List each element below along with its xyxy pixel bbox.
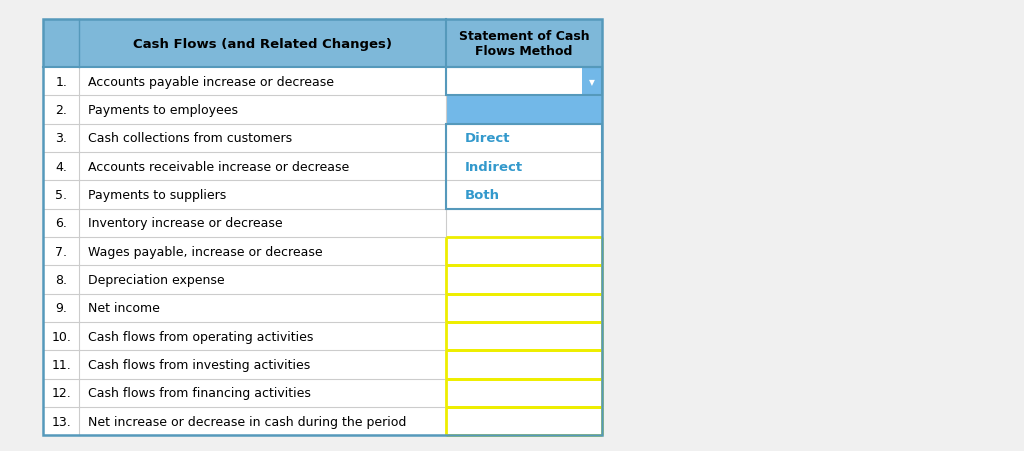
Text: Cash flows from financing activities: Cash flows from financing activities xyxy=(87,387,310,399)
Bar xyxy=(43,124,602,153)
Bar xyxy=(445,294,602,322)
Text: Net increase or decrease in cash during the period: Net increase or decrease in cash during … xyxy=(87,414,406,428)
Text: 9.: 9. xyxy=(55,302,68,315)
Text: Depreciation expense: Depreciation expense xyxy=(87,273,224,286)
Text: Indirect: Indirect xyxy=(464,161,522,173)
Bar xyxy=(445,238,602,266)
Text: Payments to suppliers: Payments to suppliers xyxy=(87,189,225,202)
Text: 12.: 12. xyxy=(51,387,71,399)
Text: 8.: 8. xyxy=(55,273,68,286)
Text: 10.: 10. xyxy=(51,330,71,343)
Bar xyxy=(445,209,602,238)
Bar xyxy=(43,407,602,435)
Bar xyxy=(43,350,602,379)
Bar xyxy=(445,153,602,181)
Bar xyxy=(43,238,602,266)
Text: Accounts receivable increase or decrease: Accounts receivable increase or decrease xyxy=(87,161,349,173)
Bar xyxy=(43,209,602,238)
Bar xyxy=(445,124,602,153)
Text: 1.: 1. xyxy=(55,76,68,88)
Text: 13.: 13. xyxy=(51,414,71,428)
Text: Cash flows from investing activities: Cash flows from investing activities xyxy=(87,358,310,371)
Text: 3.: 3. xyxy=(55,132,68,145)
Bar xyxy=(582,68,602,96)
Bar xyxy=(445,322,602,350)
Bar xyxy=(43,322,602,350)
Bar xyxy=(43,181,602,209)
Bar xyxy=(43,20,602,435)
Bar xyxy=(445,407,602,435)
Bar xyxy=(445,266,602,294)
Text: Cash Flows (and Related Changes): Cash Flows (and Related Changes) xyxy=(133,38,392,51)
Bar xyxy=(43,96,602,124)
Text: Wages payable, increase or decrease: Wages payable, increase or decrease xyxy=(87,245,323,258)
Bar xyxy=(445,350,602,379)
Bar xyxy=(445,96,602,124)
Text: Cash flows from operating activities: Cash flows from operating activities xyxy=(87,330,313,343)
Bar xyxy=(445,124,602,209)
Text: 6.: 6. xyxy=(55,217,68,230)
Bar xyxy=(445,181,602,209)
Text: Payments to employees: Payments to employees xyxy=(87,104,238,117)
Bar xyxy=(43,68,602,96)
Bar xyxy=(43,379,602,407)
Text: 5.: 5. xyxy=(55,189,68,202)
Text: 4.: 4. xyxy=(55,161,68,173)
Bar xyxy=(43,294,602,322)
Text: Inventory increase or decrease: Inventory increase or decrease xyxy=(87,217,283,230)
Text: Direct: Direct xyxy=(464,132,510,145)
Bar xyxy=(43,153,602,181)
Text: Accounts payable increase or decrease: Accounts payable increase or decrease xyxy=(87,76,334,88)
Text: 11.: 11. xyxy=(51,358,71,371)
Bar xyxy=(43,20,602,68)
Text: Statement of Cash
Flows Method: Statement of Cash Flows Method xyxy=(459,30,589,58)
Text: 2.: 2. xyxy=(55,104,68,117)
Text: Cash collections from customers: Cash collections from customers xyxy=(87,132,292,145)
Bar xyxy=(445,379,602,407)
Text: Both: Both xyxy=(464,189,500,202)
Bar xyxy=(445,68,602,96)
Text: ▼: ▼ xyxy=(589,78,595,87)
Bar xyxy=(445,68,602,96)
Text: Net income: Net income xyxy=(87,302,160,315)
Text: 7.: 7. xyxy=(55,245,68,258)
Bar xyxy=(43,266,602,294)
